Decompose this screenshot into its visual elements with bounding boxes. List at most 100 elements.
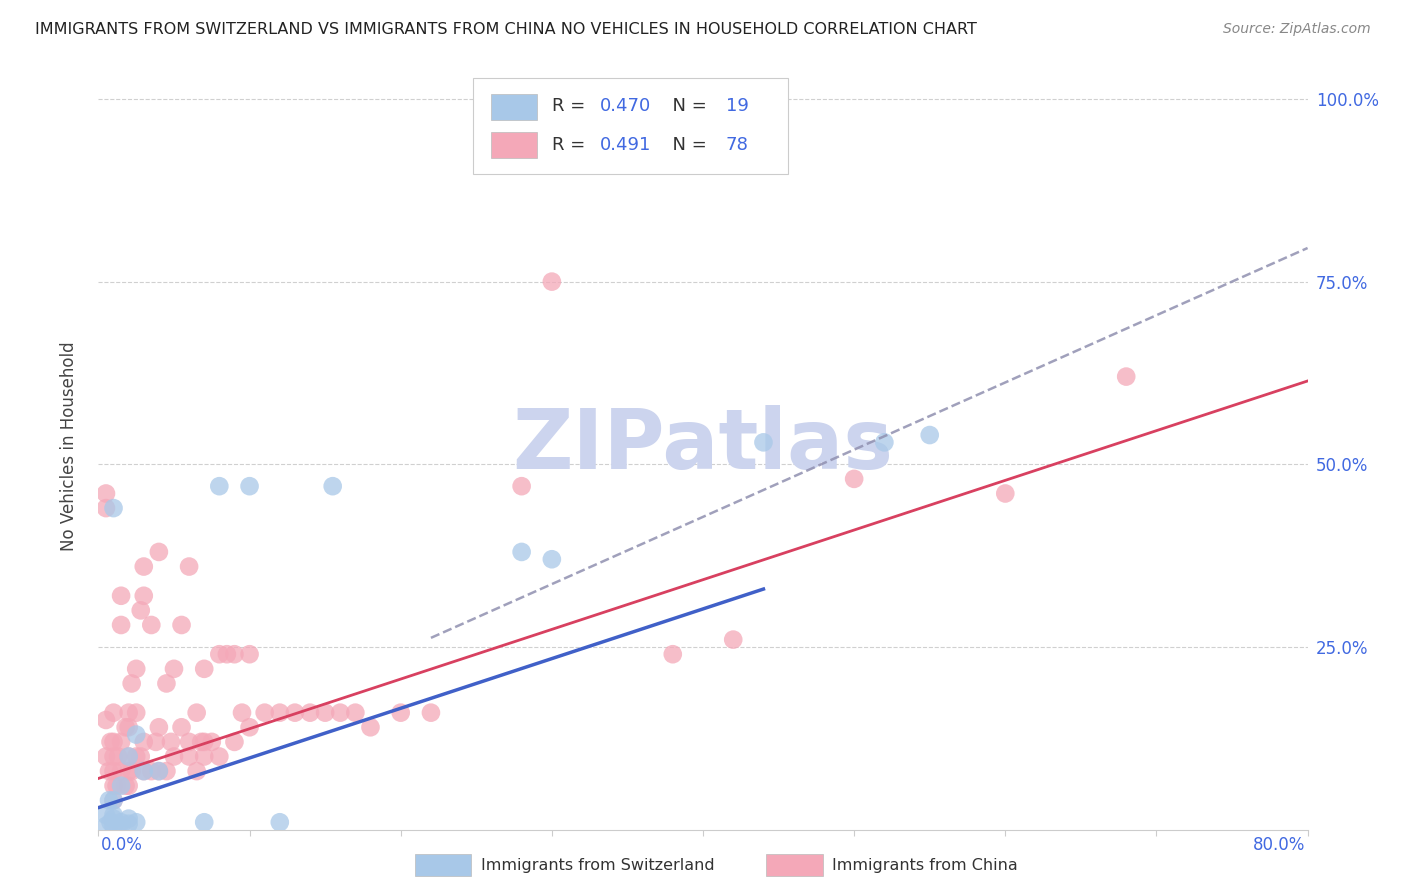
Point [118, 706, 141, 720]
Point [540, 552, 562, 566]
Point [269, 706, 291, 720]
Point [94, 486, 117, 500]
Point [155, 676, 177, 690]
Point [179, 735, 201, 749]
Point [193, 749, 215, 764]
Point [125, 706, 148, 720]
Text: Immigrants from Switzerland: Immigrants from Switzerland [481, 858, 714, 872]
Point [1115, 369, 1137, 384]
Point [540, 275, 562, 289]
Point [994, 486, 1017, 500]
Point [103, 793, 125, 807]
Point [299, 706, 322, 720]
Text: R =: R = [551, 136, 591, 153]
Point [170, 720, 193, 734]
Text: 0.470: 0.470 [600, 97, 651, 115]
Point [148, 764, 170, 778]
Point [103, 812, 125, 826]
Point [239, 720, 262, 734]
Point [145, 735, 167, 749]
Point [253, 706, 276, 720]
FancyBboxPatch shape [492, 132, 537, 158]
Point [208, 647, 231, 661]
Point [186, 764, 208, 778]
Point [208, 749, 231, 764]
Text: 0.491: 0.491 [600, 136, 651, 153]
Point [163, 749, 186, 764]
Text: 0.0%: 0.0% [101, 836, 143, 854]
Point [110, 618, 132, 632]
Point [103, 749, 125, 764]
Point [132, 764, 155, 778]
Point [389, 706, 412, 720]
Point [344, 706, 367, 720]
Point [208, 479, 231, 493]
Point [125, 728, 148, 742]
Point [125, 662, 148, 676]
Point [110, 819, 132, 833]
Point [190, 735, 212, 749]
Point [107, 749, 129, 764]
Point [132, 735, 155, 749]
Text: 78: 78 [725, 136, 749, 153]
Point [844, 472, 866, 486]
Point [118, 720, 141, 734]
Point [239, 647, 262, 661]
Point [98, 764, 121, 778]
Y-axis label: No Vehicles in Household: No Vehicles in Household [59, 341, 77, 551]
Point [103, 735, 125, 749]
Point [148, 545, 170, 559]
Text: IMMIGRANTS FROM SWITZERLAND VS IMMIGRANTS FROM CHINA NO VEHICLES IN HOUSEHOLD CO: IMMIGRANTS FROM SWITZERLAND VS IMMIGRANT… [35, 22, 977, 37]
Text: Source: ZipAtlas.com: Source: ZipAtlas.com [1223, 22, 1371, 37]
Point [160, 735, 183, 749]
Point [121, 676, 143, 690]
Point [141, 618, 163, 632]
Point [510, 545, 533, 559]
Point [103, 808, 125, 822]
Point [201, 735, 224, 749]
Point [103, 706, 125, 720]
Point [284, 706, 307, 720]
Point [322, 479, 344, 493]
Point [129, 749, 152, 764]
Point [215, 647, 238, 661]
Point [148, 764, 170, 778]
Point [132, 589, 155, 603]
Point [110, 764, 132, 778]
Point [193, 815, 215, 830]
Point [231, 706, 253, 720]
FancyBboxPatch shape [474, 78, 787, 174]
Point [224, 647, 246, 661]
Point [129, 603, 152, 617]
Point [239, 479, 262, 493]
Point [110, 589, 132, 603]
Point [141, 764, 163, 778]
Point [193, 662, 215, 676]
Point [193, 735, 215, 749]
Point [94, 501, 117, 516]
Point [118, 816, 141, 830]
Point [103, 501, 125, 516]
Point [752, 435, 775, 450]
Point [186, 706, 208, 720]
Point [94, 808, 117, 822]
Point [98, 793, 121, 807]
Point [110, 735, 132, 749]
Point [873, 435, 896, 450]
Point [125, 749, 148, 764]
Point [103, 764, 125, 778]
Text: Immigrants from China: Immigrants from China [832, 858, 1018, 872]
Point [269, 815, 291, 830]
Point [114, 779, 136, 793]
Text: R =: R = [551, 97, 591, 115]
Point [420, 706, 443, 720]
Point [105, 779, 128, 793]
Point [163, 662, 186, 676]
Point [510, 479, 533, 493]
Point [661, 647, 683, 661]
Point [918, 428, 941, 442]
Point [155, 764, 177, 778]
Point [118, 812, 141, 826]
Point [100, 815, 122, 830]
Point [723, 632, 745, 647]
